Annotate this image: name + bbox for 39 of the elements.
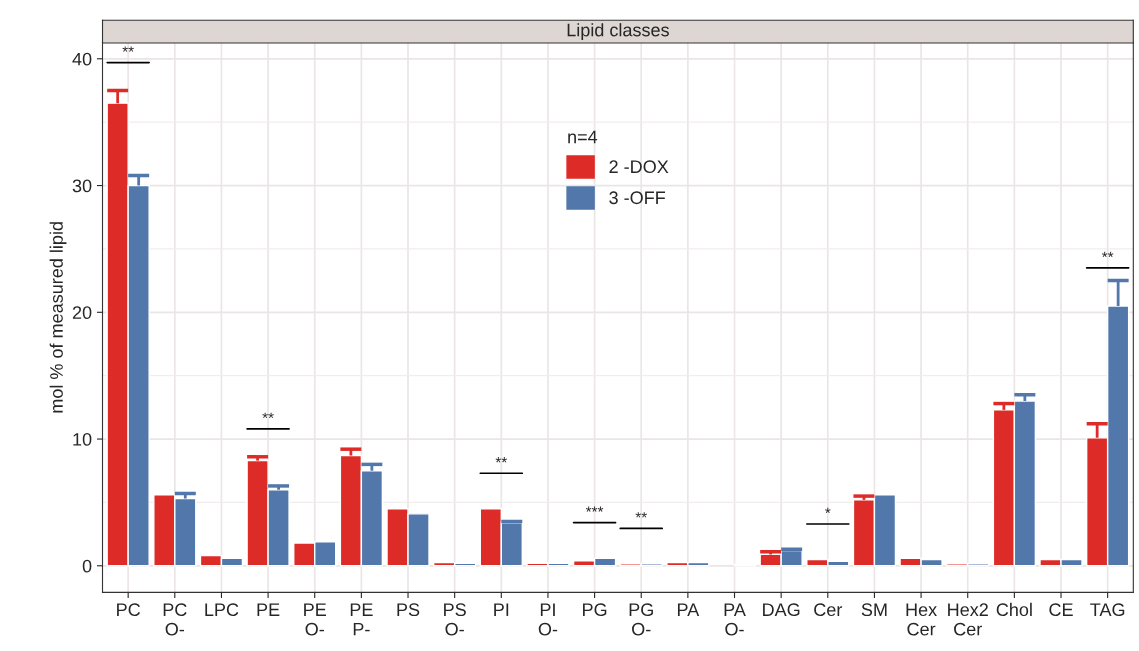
chart-title: Lipid classes: [567, 23, 669, 40]
x-tick-label: PE: [257, 603, 280, 616]
annotation: *: [825, 507, 831, 514]
y-tick-label: 0: [82, 559, 92, 573]
y-tick-label: 40: [72, 52, 92, 66]
x-tick-label: PE O-: [304, 603, 326, 636]
x-tick-label: TAG: [1090, 603, 1125, 617]
x-tick-label: PA: [677, 603, 700, 616]
x-tick-label: PS O-: [444, 603, 466, 636]
x-tick-label: PG: [583, 603, 607, 617]
annotation: **: [635, 512, 647, 518]
y-tick-label: 20: [72, 306, 92, 320]
x-tick-label: PS: [397, 603, 420, 617]
legend-label: 2 -DOX: [609, 160, 669, 174]
x-tick-label: PC O-: [163, 603, 187, 636]
x-tick-label: Hex Cer: [906, 603, 937, 636]
x-tick-label: Chol: [996, 602, 1032, 617]
annotation: **: [122, 46, 134, 52]
legend-label: 3 -OFF: [609, 191, 666, 205]
y-tick-label: 10: [73, 432, 92, 446]
x-tick-label: PI O-: [538, 603, 558, 636]
annotation: **: [262, 412, 274, 419]
x-tick-label: LPC: [205, 603, 239, 617]
annotation: ***: [585, 506, 604, 512]
x-tick-label: PC: [117, 603, 141, 617]
y-axis-title: mol % of measured lipid: [49, 222, 67, 413]
x-tick-label: Hex2 Cer: [948, 603, 988, 636]
x-tick-label: PG O-: [629, 603, 653, 636]
x-tick-label: Cer: [814, 603, 843, 617]
y-tick-label: 30: [72, 179, 92, 193]
x-tick-label: PI: [494, 603, 509, 616]
annotation: **: [1101, 251, 1114, 258]
x-tick-label: PE P-: [350, 603, 373, 636]
x-tick-label: PA O-: [724, 603, 746, 636]
x-tick-label: SM: [861, 603, 887, 617]
annotation: **: [495, 457, 508, 463]
legend-title: n=4: [568, 130, 598, 144]
x-tick-label: CE: [1049, 603, 1073, 617]
x-tick-label: DAG: [763, 603, 800, 617]
